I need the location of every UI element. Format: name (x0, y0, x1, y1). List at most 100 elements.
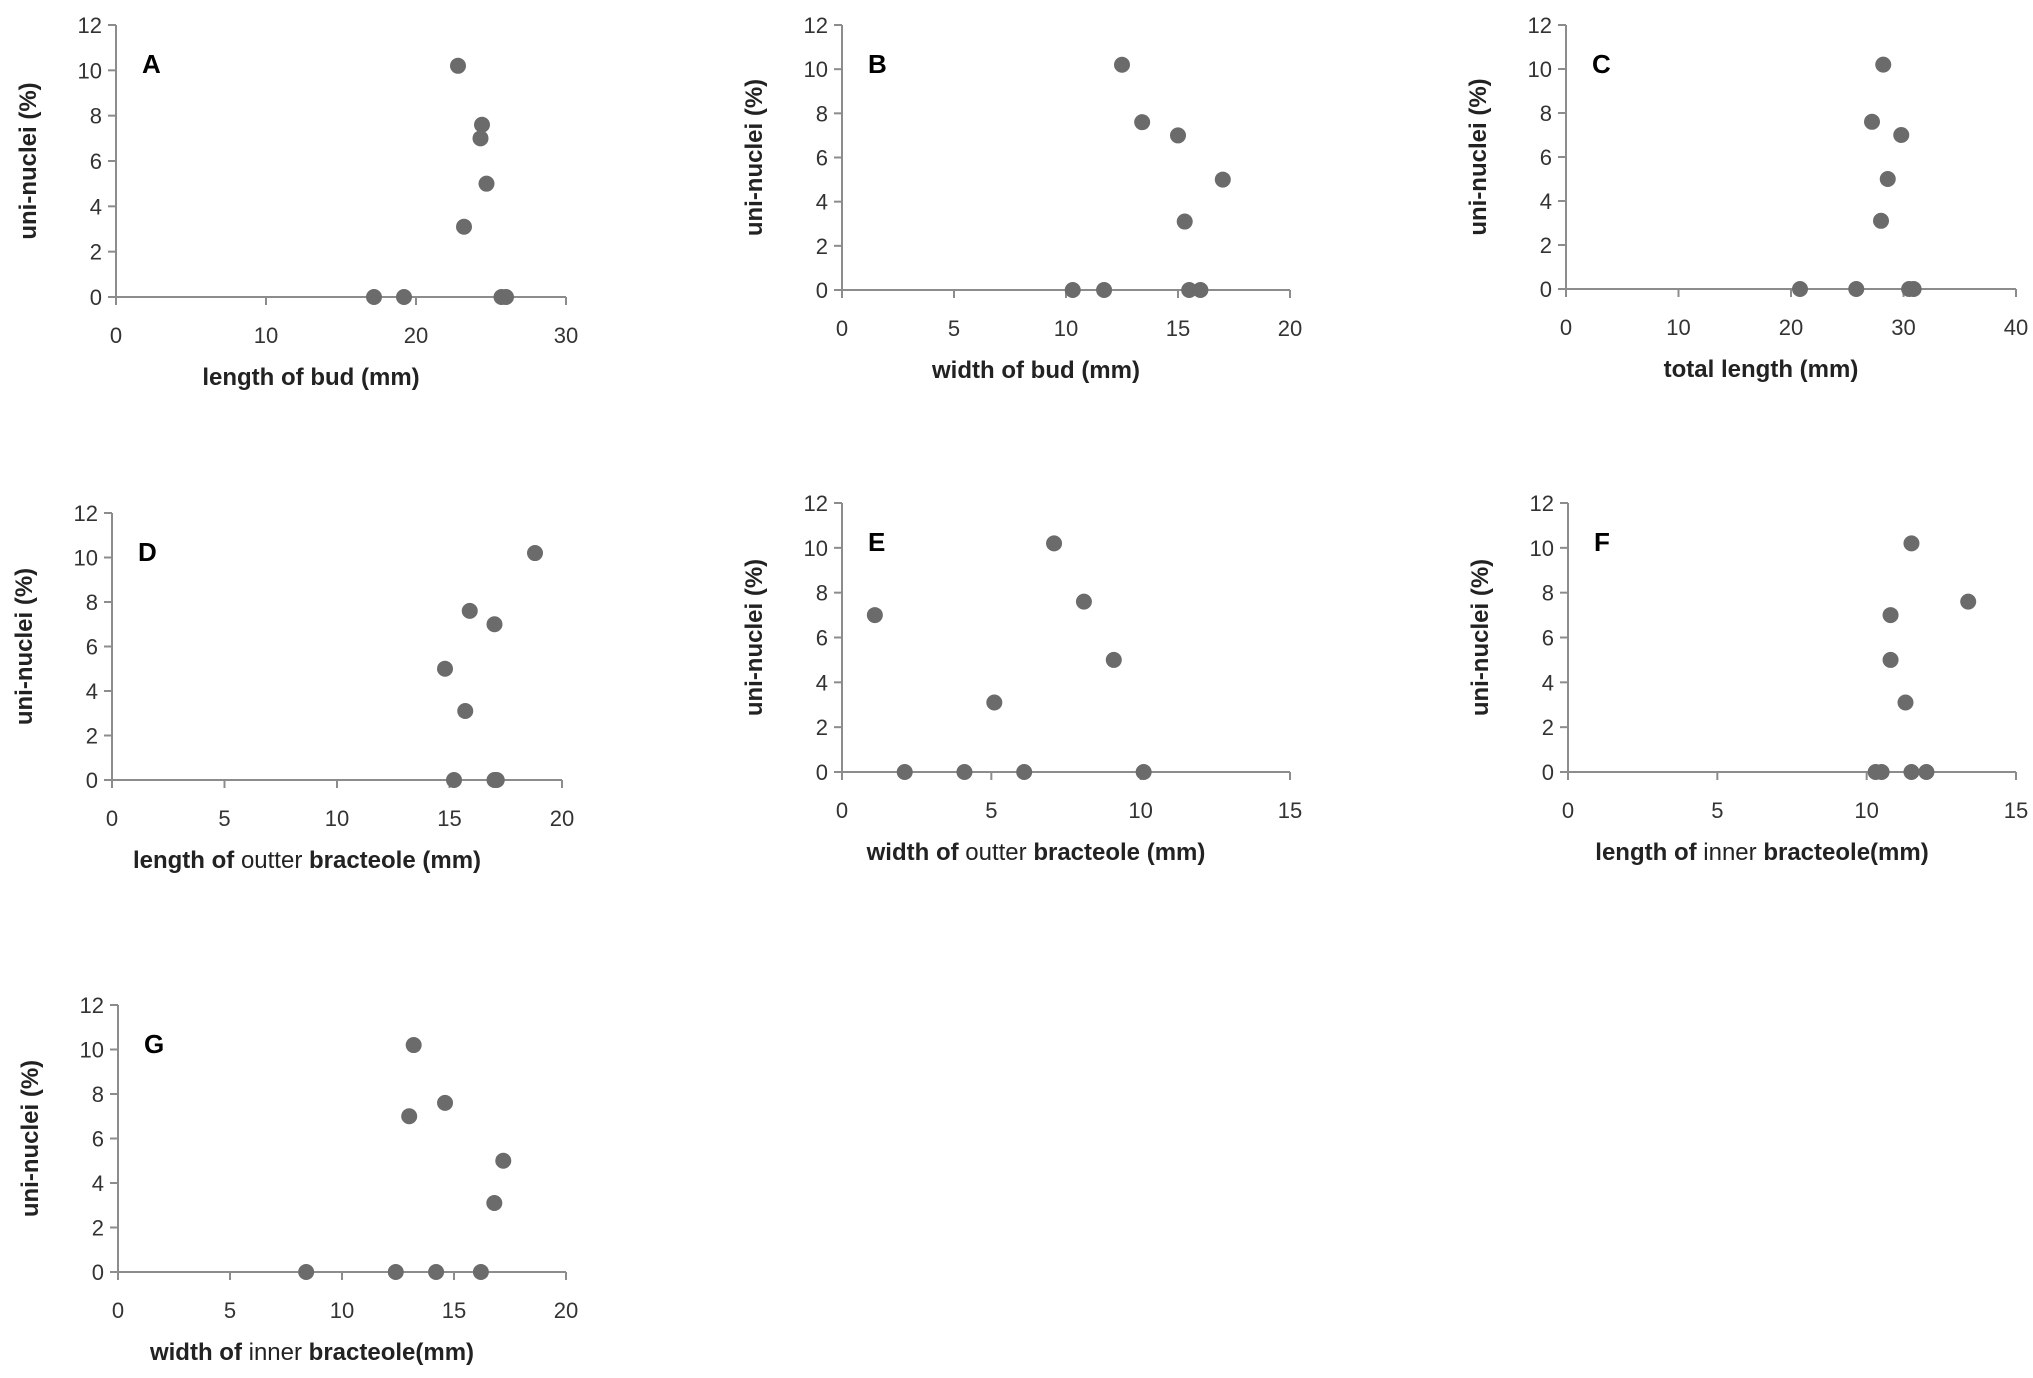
y-tick-label: 12 (78, 13, 102, 38)
x-tick-label: 20 (554, 1298, 578, 1323)
x-tick-label: 20 (1278, 316, 1302, 341)
x-tick-label: 5 (1711, 798, 1723, 823)
x-tick-label: 20 (550, 806, 574, 831)
y-tick-label: 6 (86, 635, 98, 660)
y-tick-label: 10 (804, 536, 828, 561)
x-tick-label: 0 (836, 316, 848, 341)
data-point (1960, 593, 1977, 610)
x-axis-label: width of bud (mm) (931, 357, 1140, 384)
data-point (437, 660, 453, 677)
data-point (1864, 113, 1880, 130)
data-point (1792, 281, 1808, 297)
y-tick-label: 4 (816, 670, 828, 695)
panel-letter: G (144, 1029, 164, 1059)
data-point (1882, 607, 1899, 624)
x-tick-label: 10 (1054, 316, 1078, 341)
y-tick-label: 6 (90, 149, 102, 174)
data-point (1848, 281, 1865, 297)
data-point (366, 289, 382, 305)
data-point (1016, 764, 1033, 780)
y-tick-label: 6 (1542, 626, 1554, 651)
data-point (1903, 764, 1920, 780)
y-tick-label: 2 (92, 1216, 104, 1241)
y-axis-label: uni-nuclei (%) (15, 82, 42, 239)
panel-letter: B (868, 49, 887, 79)
y-tick-label: 2 (90, 240, 102, 265)
data-point (1181, 282, 1198, 298)
y-tick-label: 4 (1542, 670, 1554, 695)
y-tick-label: 12 (1528, 13, 1552, 38)
data-point (1875, 56, 1892, 73)
y-tick-label: 10 (1528, 57, 1552, 82)
y-tick-label: 0 (90, 285, 102, 310)
data-point (450, 57, 466, 74)
y-tick-label: 8 (90, 104, 102, 129)
x-axis-label: width of outter bracteole (mm) (866, 839, 1206, 866)
data-point (986, 694, 1003, 711)
data-point (456, 218, 472, 235)
data-point (405, 1037, 422, 1054)
data-point (896, 764, 913, 780)
data-point (486, 1195, 503, 1212)
x-tick-label: 40 (2004, 315, 2028, 340)
data-point (1105, 651, 1122, 668)
x-tick-label: 0 (1560, 315, 1572, 340)
x-tick-label: 0 (110, 323, 122, 348)
y-axis-label: uni-nuclei (%) (1467, 559, 1494, 716)
y-tick-label: 8 (816, 101, 828, 126)
data-point (1046, 535, 1063, 552)
y-tick-label: 12 (804, 13, 828, 38)
data-point (472, 1264, 489, 1280)
y-tick-label: 0 (816, 278, 828, 303)
data-point (1873, 764, 1890, 780)
y-axis-label: uni-nuclei (%) (741, 559, 768, 716)
data-point (446, 772, 462, 788)
y-tick-label: 4 (1540, 189, 1552, 214)
x-tick-label: 0 (836, 798, 848, 823)
y-tick-label: 12 (804, 491, 828, 516)
y-tick-label: 12 (74, 501, 98, 526)
y-axis-label: uni-nuclei (%) (1465, 78, 1492, 235)
x-tick-label: 15 (1278, 798, 1302, 823)
data-point (387, 1264, 404, 1280)
y-tick-label: 10 (804, 57, 828, 82)
panel-letter: E (868, 527, 885, 557)
y-tick-label: 8 (816, 581, 828, 606)
panel-letter: F (1594, 527, 1610, 557)
y-tick-label: 2 (86, 724, 98, 749)
x-tick-label: 15 (1166, 316, 1190, 341)
y-tick-label: 2 (816, 234, 828, 259)
data-point (461, 602, 478, 619)
y-tick-label: 0 (1540, 277, 1552, 302)
y-tick-label: 10 (74, 546, 98, 571)
x-axis-label: total length (mm) (1664, 356, 1859, 383)
x-tick-label: 10 (325, 806, 349, 831)
data-point (1893, 127, 1910, 143)
y-tick-label: 8 (1540, 101, 1552, 126)
data-point (478, 175, 495, 192)
data-point (488, 772, 505, 788)
y-axis-label: uni-nuclei (%) (11, 568, 38, 725)
x-tick-label: 30 (554, 323, 578, 348)
y-tick-label: 0 (86, 768, 98, 793)
y-tick-label: 10 (78, 58, 102, 83)
data-point (457, 703, 474, 720)
x-tick-label: 30 (1891, 315, 1915, 340)
x-tick-label: 20 (404, 323, 428, 348)
y-tick-label: 2 (816, 715, 828, 740)
y-tick-label: 6 (816, 146, 828, 171)
y-tick-label: 10 (80, 1038, 104, 1063)
y-tick-label: 2 (1540, 233, 1552, 258)
data-point (1114, 56, 1130, 73)
y-tick-label: 2 (1542, 715, 1554, 740)
data-point (527, 545, 543, 562)
y-tick-label: 12 (80, 993, 104, 1018)
x-tick-label: 5 (218, 806, 230, 831)
data-point (956, 764, 973, 780)
x-axis-label: length of outter bracteole (mm) (133, 847, 481, 874)
